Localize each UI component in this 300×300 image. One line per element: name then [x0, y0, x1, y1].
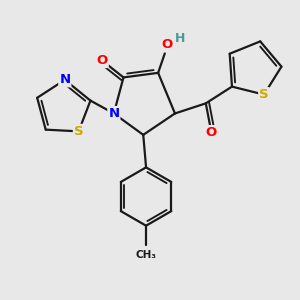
Text: S: S: [259, 88, 269, 101]
Text: O: O: [206, 126, 217, 139]
Text: N: N: [59, 73, 70, 86]
Text: CH₃: CH₃: [136, 250, 157, 260]
Text: N: N: [108, 107, 119, 120]
Text: S: S: [74, 125, 83, 138]
Text: H: H: [175, 32, 185, 45]
Text: O: O: [161, 38, 173, 51]
Text: O: O: [97, 54, 108, 67]
